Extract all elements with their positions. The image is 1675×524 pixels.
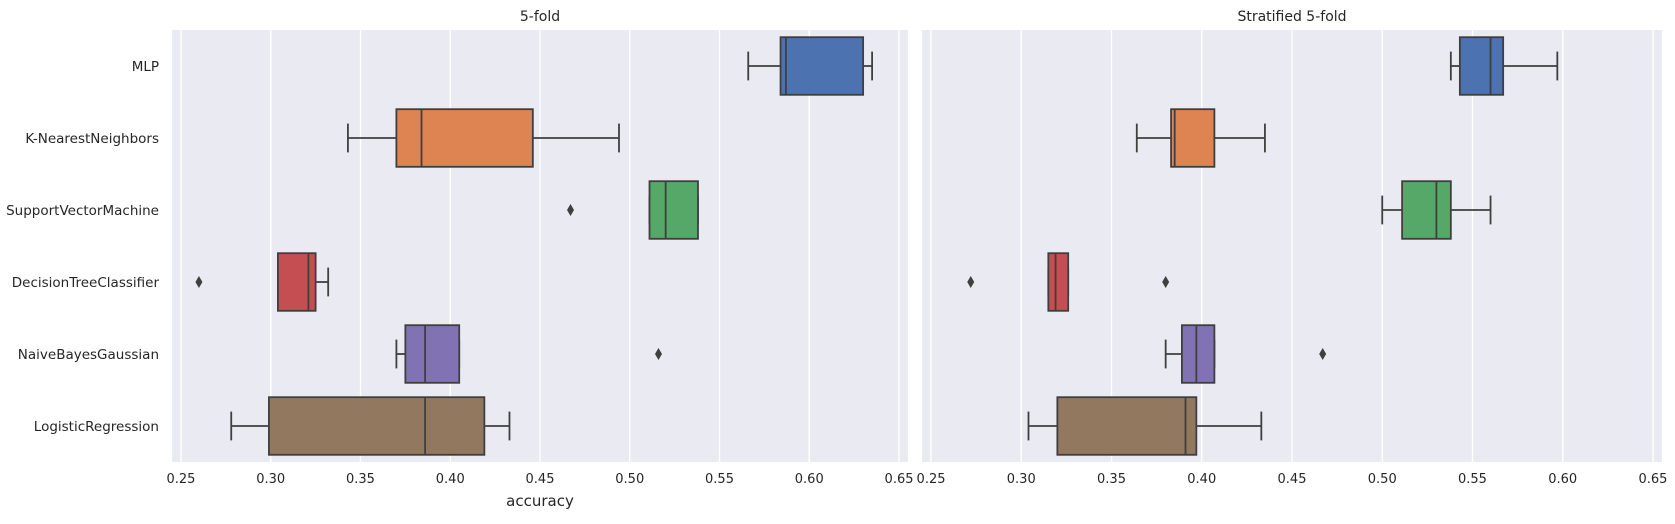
panel-stratified-5-fold: Stratified 5-fold 0.25 0.30 0.35 0.40 0.45 0.… [917, 9, 1668, 487]
x-tick-label: 0.45 [526, 472, 555, 487]
iqr-box [1401, 180, 1452, 240]
iqr-box [779, 36, 865, 96]
x-tick-label: 0.50 [615, 472, 644, 487]
iqr-box [268, 396, 486, 456]
box-DecisionTreeClassifier [967, 252, 1170, 312]
y-category-label: DecisionTreeClassifier [12, 275, 160, 291]
x-tick-label: 0.55 [1458, 472, 1487, 487]
x-tick-label: 0.35 [346, 472, 375, 487]
x-tick-label: 0.45 [1278, 472, 1307, 487]
outlier-point [567, 204, 575, 216]
box-MLP [1449, 36, 1559, 96]
y-category-label: MLP [132, 59, 159, 75]
iqr-box [395, 108, 534, 168]
x-tick-label: 0.55 [705, 472, 734, 487]
iqr-box [1047, 252, 1070, 312]
x-tick-label: 0.40 [436, 472, 465, 487]
box-DecisionTreeClassifier [195, 252, 330, 312]
box-K-NearestNeighbors [1135, 108, 1266, 168]
outlier-point [654, 348, 662, 360]
y-category-label: LogisticRegression [34, 419, 159, 435]
box-NaiveBayesGaussian [395, 324, 662, 384]
panel-title: 5-fold [520, 9, 560, 25]
outlier-point [1162, 276, 1170, 288]
box-MLP [747, 36, 873, 96]
box-SupportVectorMachine [567, 180, 699, 240]
iqr-box [1170, 108, 1216, 168]
iqr-box [1056, 396, 1198, 456]
x-tick-label: 0.65 [885, 472, 914, 487]
x-tick-label: 0.50 [1368, 472, 1397, 487]
outlier-point [1319, 348, 1327, 360]
x-tick-label: 0.25 [917, 472, 946, 487]
y-category-label: K-NearestNeighbors [25, 131, 159, 147]
iqr-box [1458, 36, 1505, 96]
x-axis-label: accuracy [506, 492, 574, 510]
x-tick-label: 0.40 [1187, 472, 1216, 487]
iqr-box [277, 252, 317, 312]
outlier-point [967, 276, 975, 288]
x-tick-label: 0.30 [256, 472, 285, 487]
iqr-box [1181, 324, 1216, 384]
panel-title: Stratified 5-fold [1237, 9, 1346, 25]
box-SupportVectorMachine [1381, 180, 1492, 240]
outlier-point [195, 276, 203, 288]
box-NaiveBayesGaussian [1164, 324, 1327, 384]
panel-5-fold: 5-fold accuracy 0.25 0.30 0.35 0.40 0.45 0.50… [166, 9, 913, 510]
iqr-box [648, 180, 699, 240]
x-tick-label: 0.65 [1638, 472, 1667, 487]
x-tick-label: 0.60 [1548, 472, 1577, 487]
iqr-box [404, 324, 461, 384]
x-tick-label: 0.35 [1097, 472, 1126, 487]
x-tick-label: 0.60 [795, 472, 824, 487]
x-tick-label: 0.30 [1007, 472, 1036, 487]
y-category-label: NaiveBayesGaussian [18, 347, 159, 363]
y-axis-category-labels: MLP K-NearestNeighbors SupportVectorMachin… [6, 59, 159, 435]
box-LogisticRegression [1027, 396, 1263, 456]
box-K-NearestNeighbors [347, 108, 620, 168]
box-LogisticRegression [230, 396, 511, 456]
y-category-label: SupportVectorMachine [6, 203, 159, 219]
x-tick-label: 0.25 [166, 472, 195, 487]
